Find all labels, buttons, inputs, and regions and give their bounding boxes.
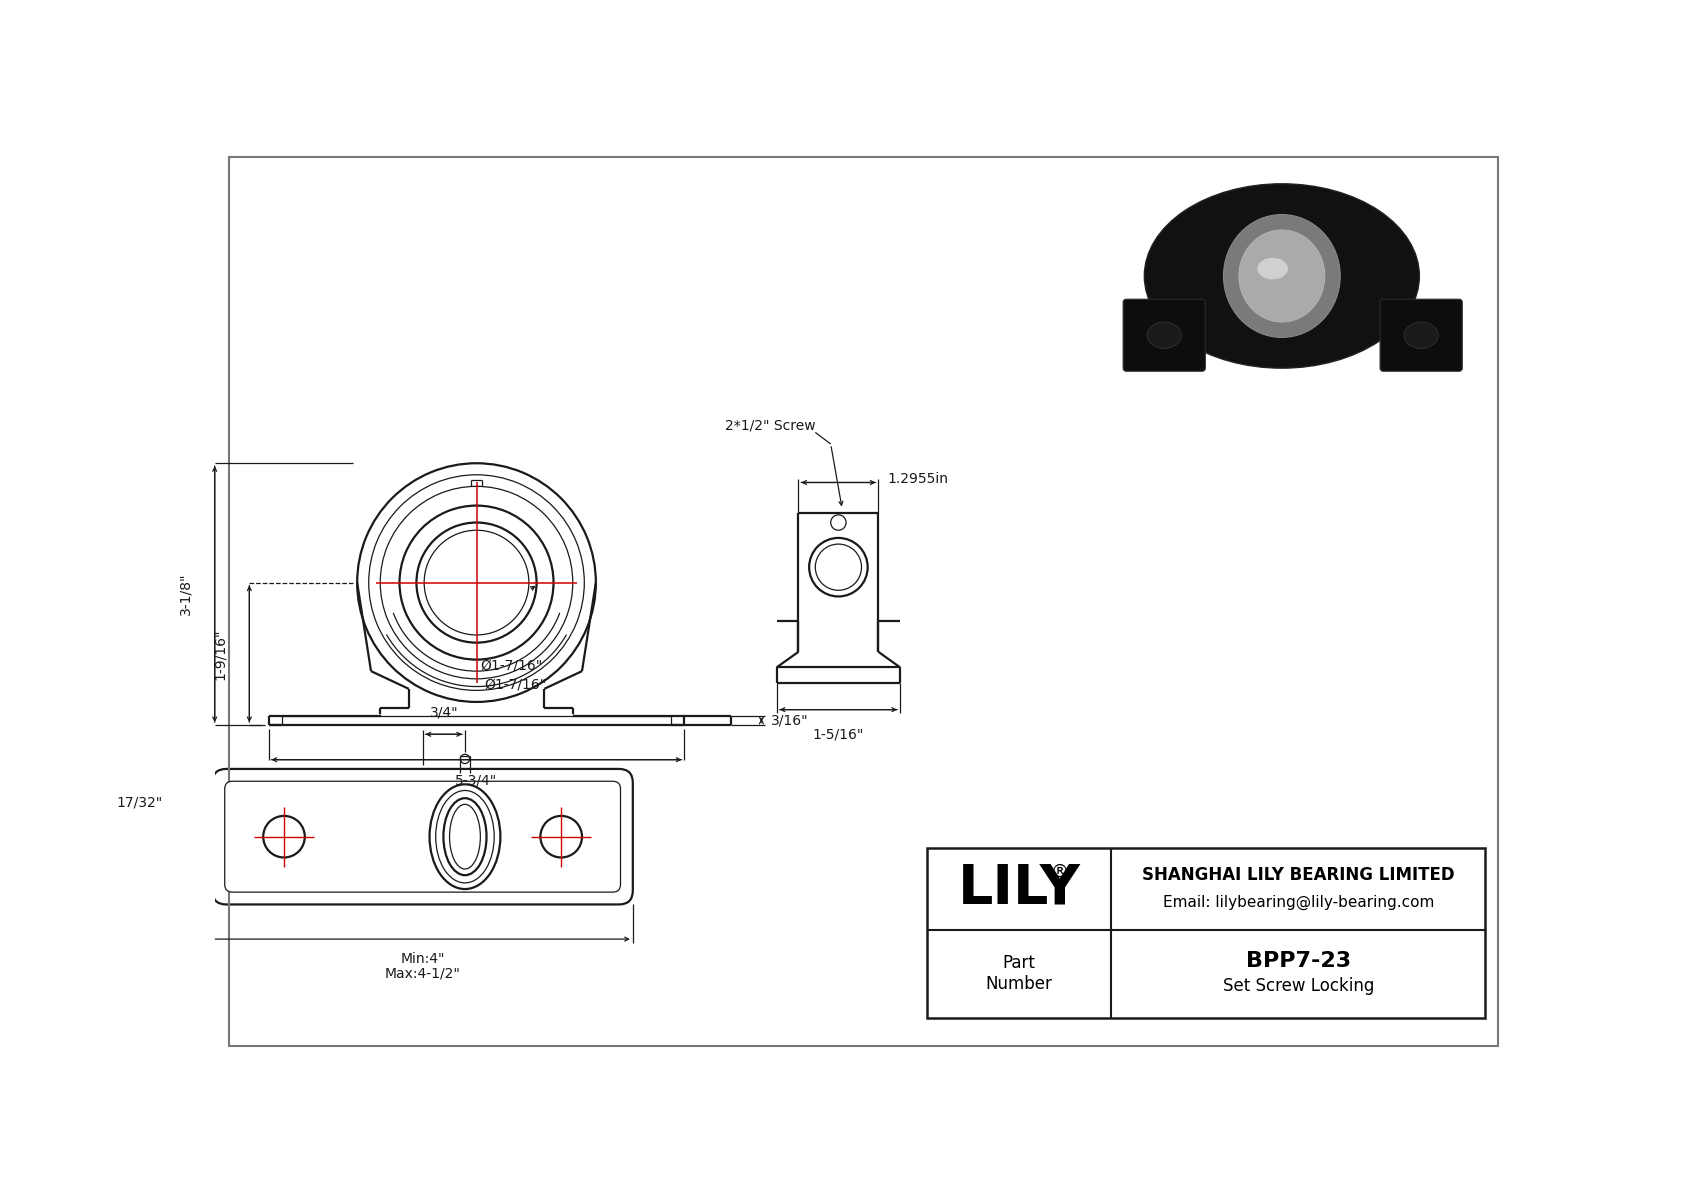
Ellipse shape bbox=[1224, 214, 1340, 337]
Ellipse shape bbox=[1147, 322, 1182, 349]
Text: 3-1/8": 3-1/8" bbox=[179, 573, 192, 616]
Bar bbox=[926, 848, 1485, 1017]
Text: Max:4-1/2": Max:4-1/2" bbox=[384, 966, 460, 980]
Text: Min:4": Min:4" bbox=[401, 952, 445, 966]
Ellipse shape bbox=[1145, 183, 1420, 368]
Text: ®: ® bbox=[1051, 863, 1068, 881]
Text: Part
Number: Part Number bbox=[985, 954, 1052, 993]
Text: Set Screw Locking: Set Screw Locking bbox=[1223, 977, 1374, 994]
FancyBboxPatch shape bbox=[1123, 299, 1206, 372]
Ellipse shape bbox=[1239, 230, 1325, 322]
Text: 1.2955in: 1.2955in bbox=[887, 472, 948, 486]
Ellipse shape bbox=[1258, 257, 1288, 280]
Text: SHANGHAI LILY BEARING LIMITED: SHANGHAI LILY BEARING LIMITED bbox=[1142, 866, 1455, 884]
Text: 1-9/16": 1-9/16" bbox=[214, 628, 227, 680]
Text: Ø1-7/16": Ø1-7/16" bbox=[480, 659, 542, 672]
Text: 2*1/2" Screw: 2*1/2" Screw bbox=[724, 418, 815, 432]
Text: 17/32": 17/32" bbox=[116, 796, 163, 810]
Text: LILY: LILY bbox=[958, 862, 1081, 916]
Text: Email: lilybearing@lily-bearing.com: Email: lilybearing@lily-bearing.com bbox=[1162, 896, 1433, 910]
Ellipse shape bbox=[1404, 322, 1438, 349]
FancyBboxPatch shape bbox=[224, 781, 620, 892]
Text: BPP7-23: BPP7-23 bbox=[1246, 952, 1351, 972]
Text: 3/4": 3/4" bbox=[429, 705, 458, 719]
Text: 5-3/4": 5-3/4" bbox=[455, 773, 498, 787]
Text: 1-5/16": 1-5/16" bbox=[813, 728, 864, 741]
Text: 3/16": 3/16" bbox=[771, 713, 808, 728]
FancyBboxPatch shape bbox=[1381, 299, 1462, 372]
FancyBboxPatch shape bbox=[212, 769, 633, 904]
Text: Ø1-7/16": Ø1-7/16" bbox=[485, 678, 547, 692]
